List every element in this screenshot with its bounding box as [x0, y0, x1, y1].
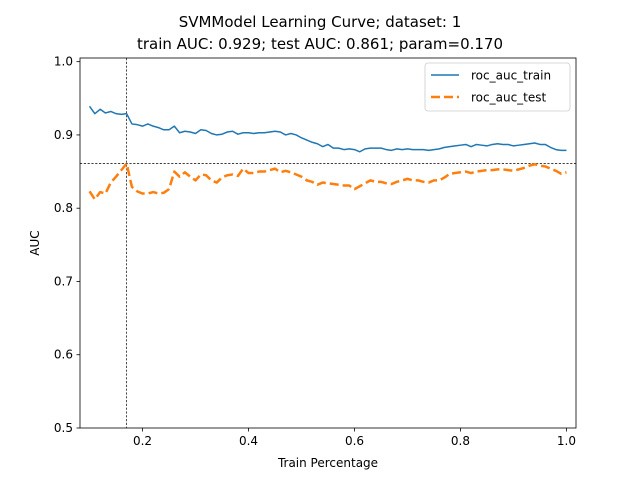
series-line-roc_auc_test: [88, 162, 567, 201]
series-line-roc_auc_train: [88, 105, 567, 153]
y-axis-label: AUC: [28, 230, 42, 255]
legend-box: [424, 62, 571, 112]
x-tick-label: 0.8: [451, 434, 470, 448]
y-tick-label: 0.7: [54, 274, 73, 288]
y-axis-ticks: 0.5 0.6 0.7 0.8 0.9 1.0: [54, 55, 80, 435]
legend-label-roc_auc_train: roc_auc_train: [471, 69, 551, 83]
x-tick-label: 1.0: [557, 434, 576, 448]
chart-title-line-1: SVMModel Learning Curve; dataset: 1: [179, 13, 462, 31]
x-axis-label: Train Percentage: [277, 456, 378, 470]
y-tick-label: 0.6: [54, 348, 73, 362]
y-tick-label: 0.8: [54, 201, 73, 215]
legend-label-roc_auc_test: roc_auc_test: [471, 91, 547, 105]
y-tick-label: 0.9: [54, 128, 73, 142]
x-axis-ticks: 0.2 0.4 0.6 0.8 1.0: [133, 428, 576, 448]
y-tick-label: 0.5: [54, 421, 73, 435]
legend: roc_auc_train roc_auc_test: [424, 62, 571, 112]
y-tick-label: 1.0: [54, 55, 73, 69]
plot-area-frame: [79, 57, 577, 429]
chart-title-line-2: train AUC: 0.929; test AUC: 0.861; param…: [137, 35, 503, 53]
x-tick-label: 0.2: [133, 434, 152, 448]
series-layer: [88, 105, 567, 201]
x-tick-label: 0.6: [345, 434, 364, 448]
x-tick-label: 0.4: [239, 434, 258, 448]
reference-lines: [80, 58, 576, 428]
